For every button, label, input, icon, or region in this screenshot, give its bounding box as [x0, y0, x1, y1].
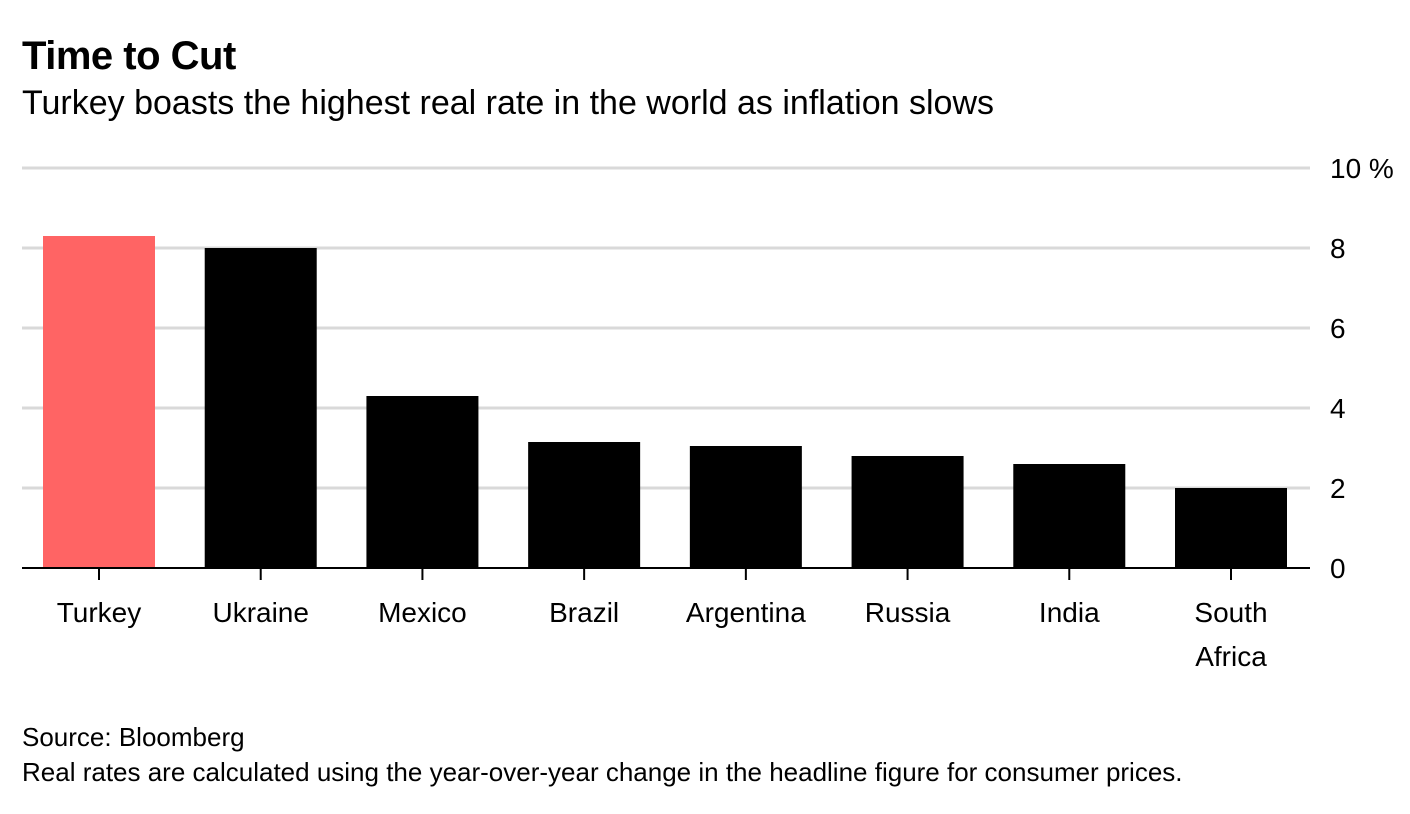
category-label: Turkey	[57, 597, 142, 628]
y-tick-label: 0	[1330, 553, 1346, 584]
footnote: Real rates are calculated using the year…	[22, 757, 1183, 787]
category-label: Mexico	[378, 597, 467, 628]
category-label: Africa	[1195, 641, 1267, 672]
source-note: Source: Bloomberg	[22, 722, 245, 752]
y-tick-label: 6	[1330, 313, 1346, 344]
bar-ukraine	[204, 248, 317, 568]
category-label: Argentina	[686, 597, 806, 628]
bars	[43, 236, 1287, 568]
category-label: Brazil	[549, 597, 619, 628]
y-tick-label: 4	[1330, 393, 1346, 424]
y-tick-label: 8	[1330, 233, 1346, 264]
bar-russia	[851, 456, 964, 568]
y-tick-label: 2	[1330, 473, 1346, 504]
category-label: Russia	[865, 597, 951, 628]
bar-turkey	[43, 236, 155, 568]
chart-subtitle: Turkey boasts the highest real rate in t…	[22, 84, 995, 122]
bar-india	[1013, 464, 1126, 568]
bar-mexico	[366, 396, 479, 568]
chart-title: Time to Cut	[22, 34, 236, 78]
y-axis-ticks: 0 2 4 6 8 10 %	[1330, 153, 1394, 584]
bar-brazil	[528, 442, 641, 568]
category-label: Ukraine	[212, 597, 308, 628]
category-labels: Turkey Ukraine Mexico Brazil Argentina Russia…	[57, 597, 1268, 672]
category-label: South	[1194, 597, 1267, 628]
bar-argentina	[689, 446, 802, 568]
bar-south-africa	[1175, 488, 1287, 568]
y-tick-label: 10 %	[1330, 153, 1394, 184]
category-label: India	[1039, 597, 1100, 628]
x-axis	[22, 567, 1310, 580]
